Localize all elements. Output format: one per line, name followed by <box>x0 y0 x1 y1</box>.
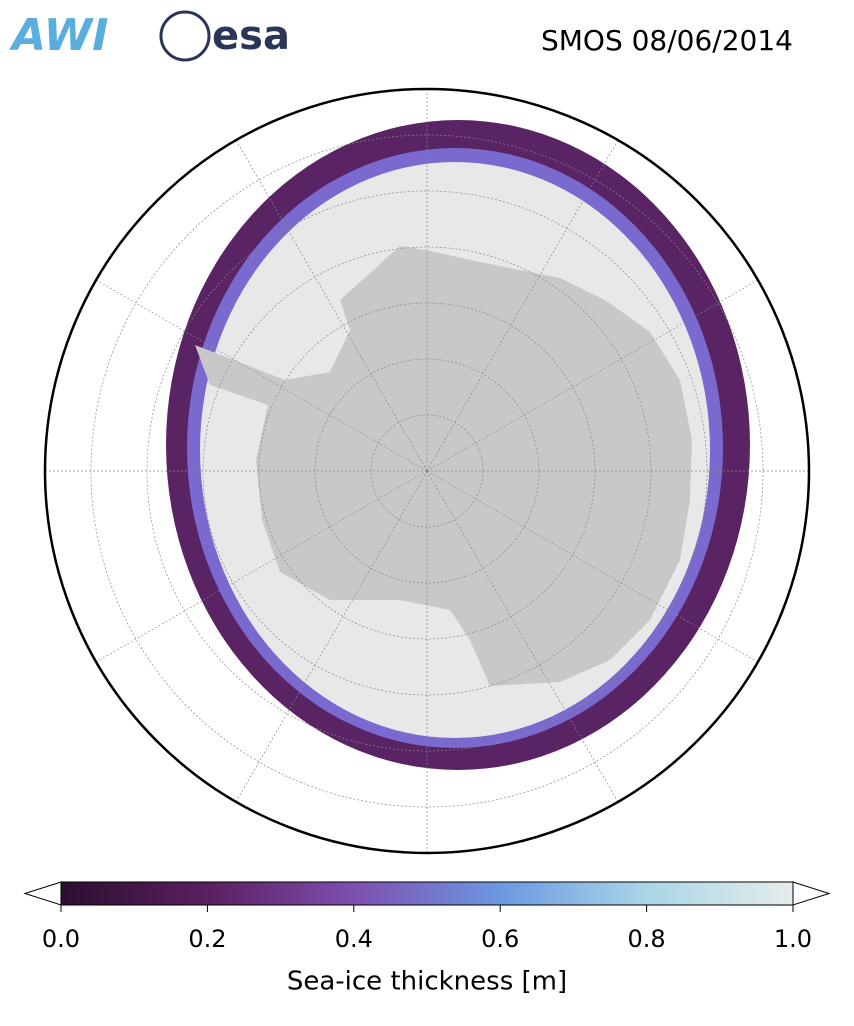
awi-logo: AWI <box>9 10 109 61</box>
tick-label: 0.8 <box>628 925 666 953</box>
logos: AWI esa <box>9 10 290 62</box>
esa-logo: esa <box>212 13 290 59</box>
colorbar-extend-high <box>792 881 831 906</box>
map <box>45 89 809 853</box>
tick-label: 0.6 <box>481 925 519 953</box>
tick-label: 0.4 <box>335 925 373 953</box>
esa-emblem <box>159 10 211 62</box>
title: SMOS 08/06/2014 <box>541 24 793 57</box>
tick-label: 1.0 <box>774 925 812 953</box>
colorbar-gradient <box>60 881 794 906</box>
colorbar: 0.0 0.2 0.4 0.6 0.8 1.0 <box>23 881 831 953</box>
colorbar-label: Sea-ice thickness [m] <box>287 967 567 997</box>
graticule <box>45 89 809 853</box>
colorbar-extend-low <box>23 881 62 906</box>
antarctica <box>195 246 692 686</box>
tick-label: 0.2 <box>188 925 226 953</box>
tick-label: 0.0 <box>42 925 80 953</box>
map-frame <box>43 87 811 855</box>
